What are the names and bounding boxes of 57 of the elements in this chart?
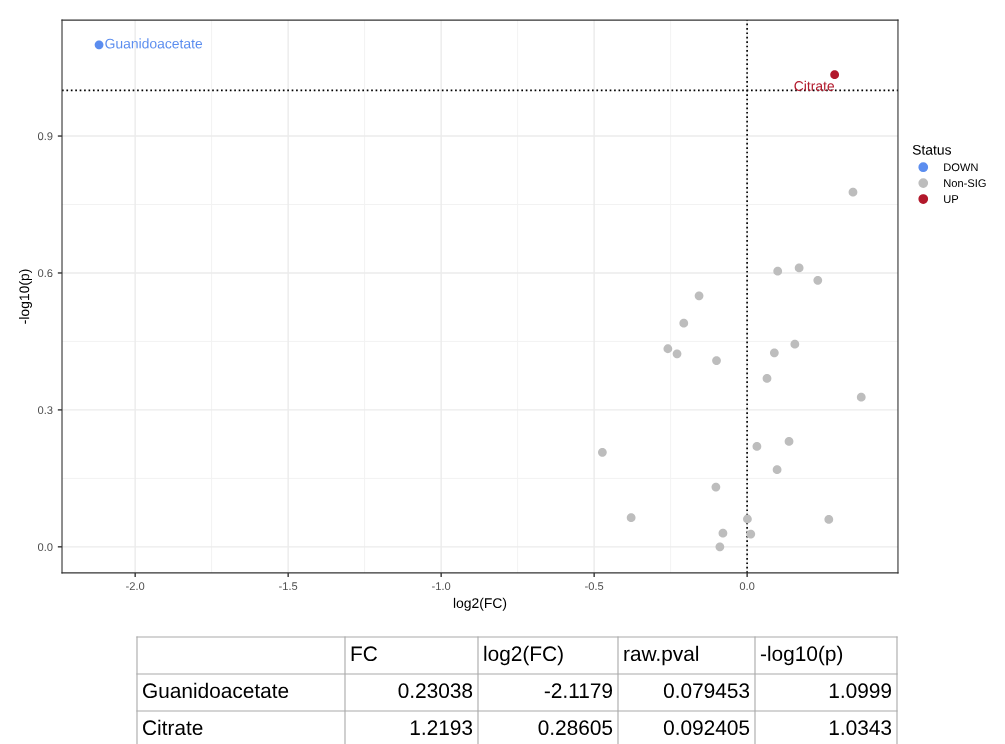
annotation: Guanidoacetate [105,38,203,49]
point [672,349,682,359]
point [626,513,636,523]
point [743,514,752,524]
x-axis-title: log2(FC) [453,597,507,611]
point [746,529,756,539]
y-tick-label: 0.6 [37,269,53,278]
text: Guanidoacetate [143,682,289,699]
point [794,263,804,273]
text: 0.23038 [398,683,473,699]
text: -2.1179 [544,683,613,699]
legend-label: Non-SIG [944,179,986,188]
point [597,447,607,457]
point [813,275,823,285]
point [762,374,772,383]
legend-label: UP [944,195,959,204]
y-axis-title: -log10(p) [19,269,32,324]
y-tick-label: 0.9 [37,132,53,141]
x-tick-label: -2.0 [126,582,145,591]
annotation: Citrate [794,80,835,91]
point [824,515,834,524]
point [856,392,866,402]
text: -log10(p) [760,645,843,666]
y-tick-label: 0.3 [37,406,53,415]
text: log2(FC) [484,645,563,666]
point [769,348,779,358]
x-tick-label: 0.0 [739,582,755,591]
x-tick-label: -1.0 [432,582,451,591]
text: Citrate [143,719,203,736]
text: FC [351,646,377,662]
point [94,40,104,50]
point [752,442,762,451]
point [830,70,840,80]
point [715,542,725,552]
text: 1.0999 [829,683,892,699]
point [718,528,728,538]
text: 0.092405 [663,720,750,736]
point [772,465,782,475]
point [679,318,689,328]
point [790,339,800,349]
text: 0.28605 [538,720,613,736]
y-tick-label: 0.0 [37,543,53,551]
point [848,187,858,197]
legend-title: Status [912,144,952,155]
text: 1.0343 [829,720,892,736]
text: 1.2193 [410,720,473,736]
point [784,437,794,446]
point [663,344,673,354]
x-tick-label: -0.5 [585,582,604,591]
x-tick-label: -1.5 [279,582,298,591]
text: raw.pval [624,645,699,666]
point [711,482,721,492]
point [773,266,783,276]
point [712,356,721,366]
legend-label: DOWN [944,163,978,172]
point [694,291,704,301]
text: 0.079453 [663,683,750,699]
